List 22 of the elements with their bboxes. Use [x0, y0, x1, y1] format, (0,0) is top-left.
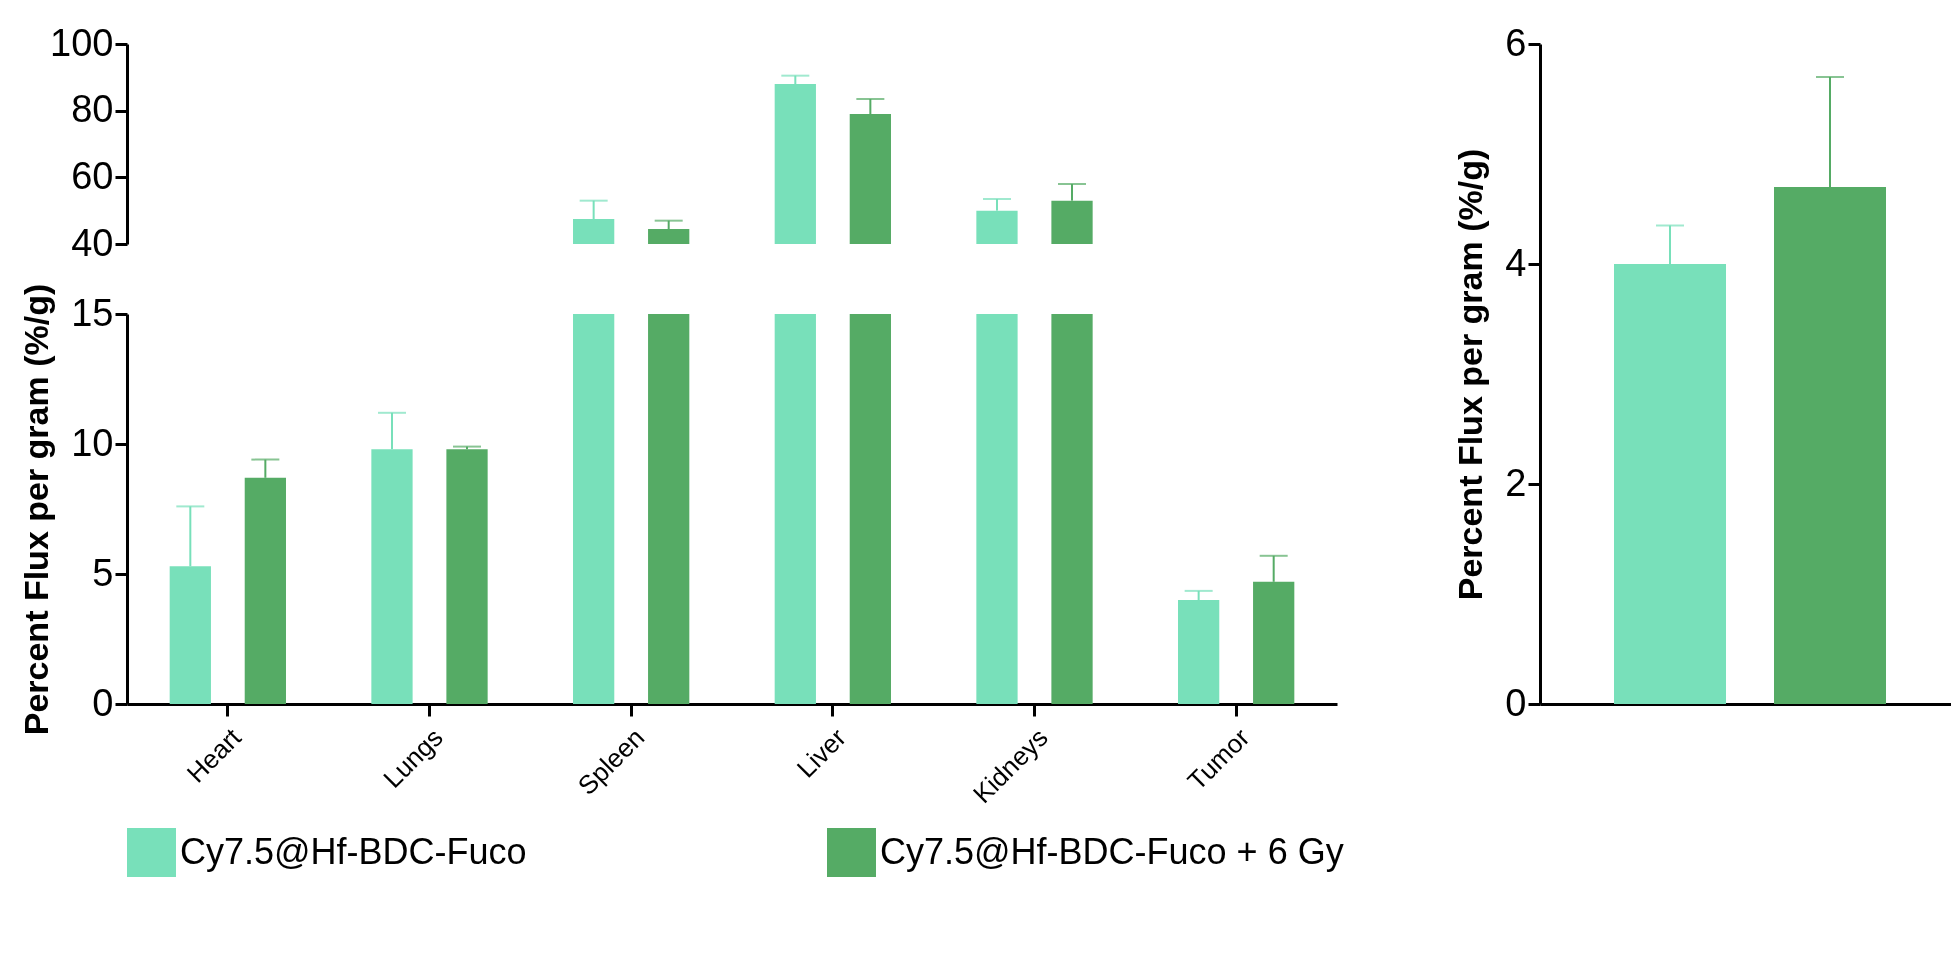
- y-tick-label: 5: [92, 551, 114, 594]
- y-tick-label: 40: [71, 221, 114, 264]
- y-tick-label: 4: [1505, 241, 1527, 284]
- bar: [648, 314, 690, 704]
- bar: [573, 314, 615, 704]
- y-tick-label: 2: [1505, 461, 1527, 504]
- y-tick-label: 15: [71, 291, 114, 334]
- bar: [1051, 314, 1093, 704]
- bar: [976, 314, 1018, 704]
- legend-label: Cy7.5@Hf-BDC-Fuco: [180, 830, 527, 872]
- y-tick-label: 10: [71, 421, 114, 464]
- y-axis-title: Percent Flux per gram (%/g): [17, 283, 56, 736]
- legend-label: Cy7.5@Hf-BDC-Fuco + 6 Gy: [880, 830, 1344, 872]
- y-tick-label: 6: [1505, 21, 1527, 64]
- y-tick-label: 60: [71, 154, 114, 197]
- y-tick-label: 0: [1505, 681, 1527, 724]
- y-tick-label: 80: [71, 88, 114, 131]
- bar: [849, 314, 891, 704]
- y-axis-title: Percent Flux per gram (%/g): [1451, 148, 1490, 601]
- y-tick-label: 100: [50, 21, 114, 64]
- y-tick-label: 0: [92, 681, 114, 724]
- bar: [774, 314, 816, 704]
